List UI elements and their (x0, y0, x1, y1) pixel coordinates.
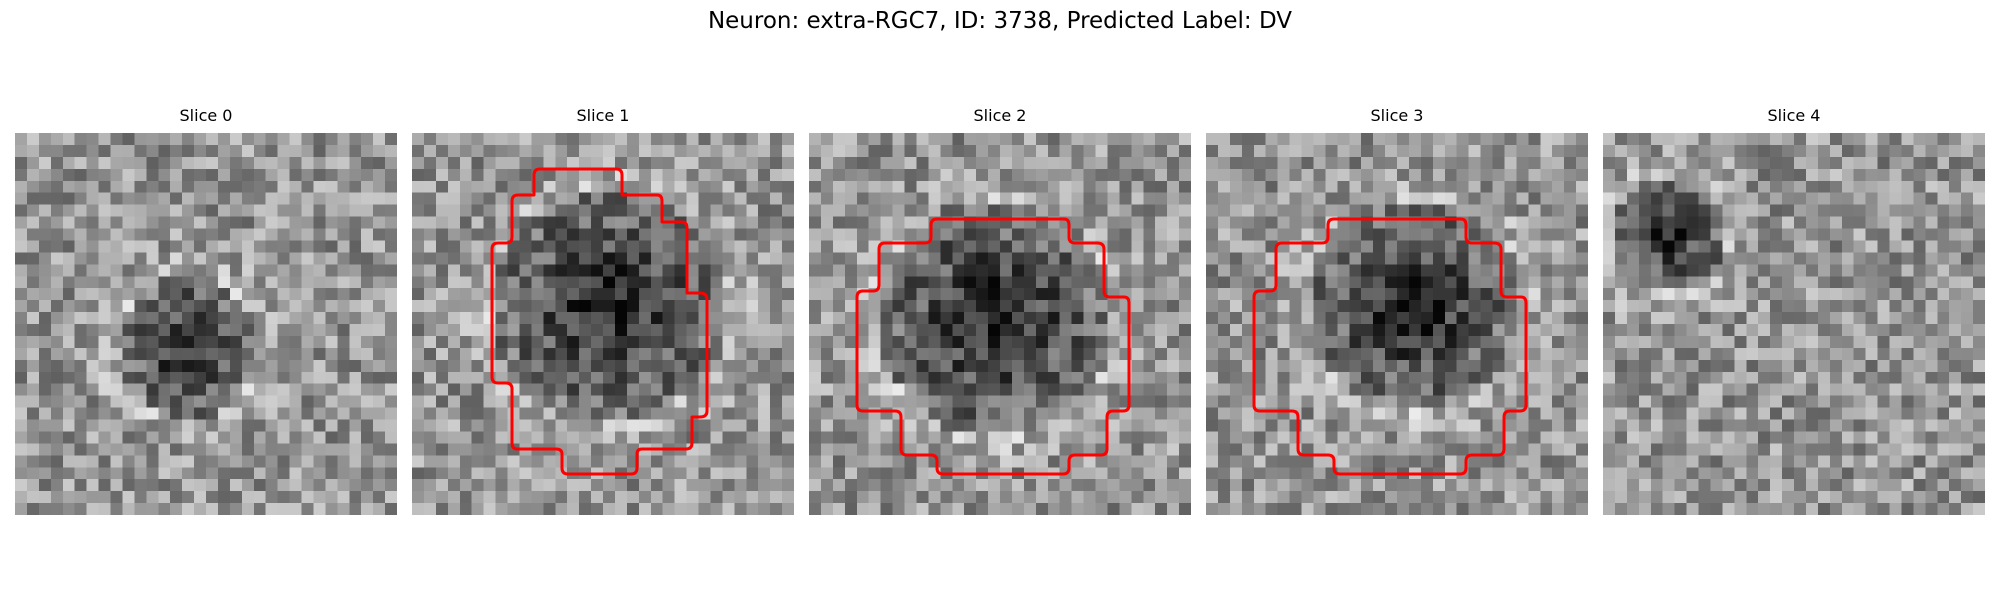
figure-title: Neuron: extra-RGC7, ID: 3738, Predicted … (707, 8, 1293, 34)
segmentation-contour (855, 217, 1131, 476)
slice-title: Slice 0 (179, 106, 233, 125)
slice-title: Slice 4 (1767, 106, 1821, 125)
slice-title: Slice 3 (1370, 106, 1424, 125)
slice-image (15, 133, 397, 515)
segmentation-contour (490, 167, 709, 476)
slice-title: Slice 2 (973, 106, 1027, 125)
slice-image (809, 133, 1191, 515)
slice-image (412, 133, 794, 515)
segmentation-contour (1252, 217, 1528, 476)
slice-title: Slice 1 (576, 106, 630, 125)
slice-image (1603, 133, 1985, 515)
slice-image (1206, 133, 1588, 515)
